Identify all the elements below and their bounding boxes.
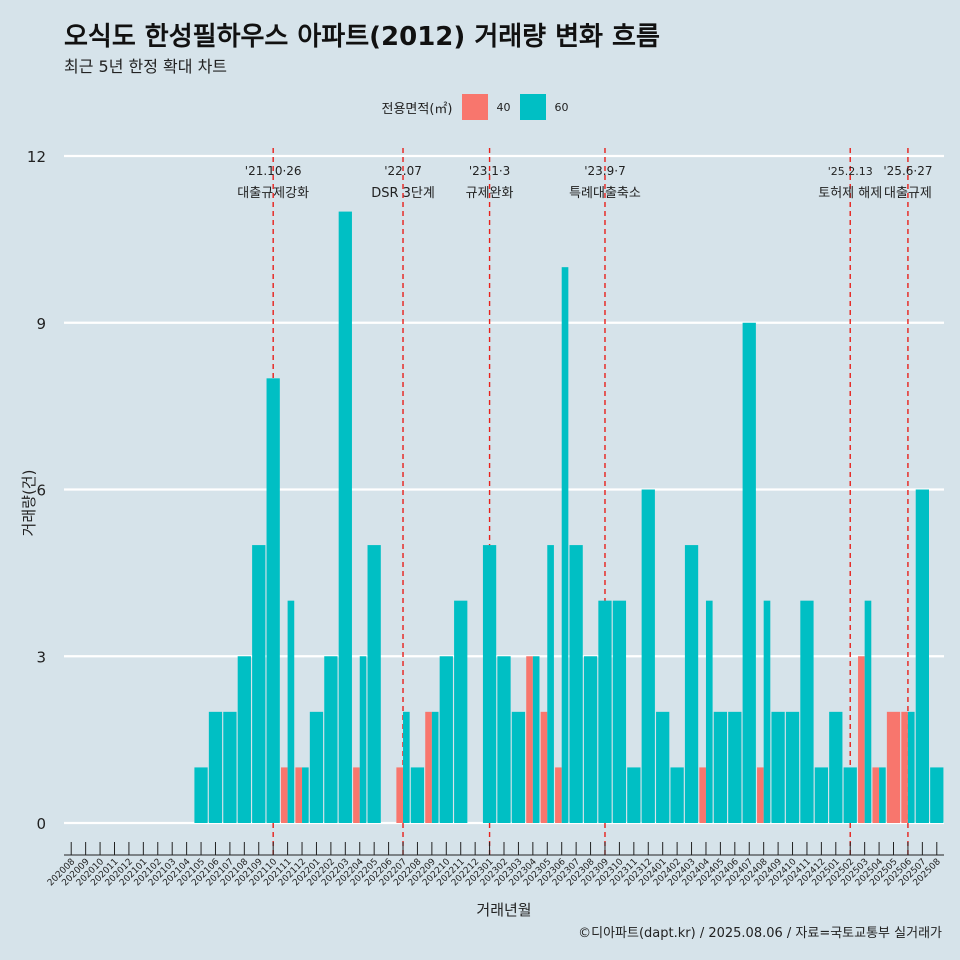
bar-40-202207 (396, 767, 404, 823)
event-label-2: 규제완화 (466, 186, 514, 201)
event-date-3: '23.9·7 (584, 164, 625, 178)
bar-60-202404 (705, 600, 713, 823)
bar-60-202508 (930, 767, 944, 823)
event-label-3: 특례대출축소 (569, 186, 641, 201)
bar-60-202312 (641, 489, 655, 823)
bar-60-202205 (367, 545, 381, 823)
bar-60-202504 (879, 767, 886, 823)
legend: 전용면적(㎡) 40 60 (0, 93, 960, 121)
bar-60-202305 (547, 545, 554, 823)
event-date-1: '22.07 (384, 164, 422, 178)
bar-60-202302 (497, 656, 511, 823)
bar-60-202201 (309, 711, 324, 823)
bar-60-202408 (763, 600, 771, 823)
bar-60-202405 (713, 711, 728, 823)
event-date-2: '23.1·3 (469, 164, 510, 178)
bar-60-202202 (324, 656, 338, 823)
bar-60-202209 (431, 711, 439, 823)
event-date-5: '25.6·27 (883, 164, 932, 178)
event-label-4: 토허제 해제 (818, 186, 882, 201)
bar-40-202209 (425, 711, 432, 823)
bar-60-202110 (266, 378, 280, 823)
y-tick-label-6: 6 (36, 482, 46, 500)
y-tick-label-0: 0 (36, 815, 46, 833)
bar-60-202105 (194, 767, 208, 823)
bar-60-202204 (359, 656, 367, 823)
bar-60-202310 (612, 600, 627, 823)
bar-60-202506 (907, 711, 915, 823)
event-label-0: 대출규제강화 (237, 186, 309, 201)
bar-60-202410 (785, 711, 800, 823)
bar-60-202107 (223, 711, 237, 823)
bar-60-202112 (302, 767, 309, 823)
bar-60-202108 (237, 656, 251, 823)
bar-60-202311 (627, 767, 641, 823)
bar-60-202403 (684, 545, 699, 823)
bar-40-202204 (353, 767, 360, 823)
event-date-4: '25.2.13 (828, 165, 873, 178)
bar-60-202406 (728, 711, 742, 823)
event-date-0: '21.10·26 (245, 164, 302, 178)
bar-60-202407 (742, 322, 756, 823)
bar-40-202404 (699, 767, 706, 823)
bar-40-202504 (872, 767, 880, 823)
bar-60-202412 (814, 767, 829, 823)
bar-40-202505 (886, 711, 901, 823)
bar-60-202401 (656, 711, 670, 823)
legend-item-40: 40 (462, 94, 510, 120)
bar-40-202305 (540, 711, 548, 823)
legend-label-60: 60 (554, 100, 569, 114)
bar-40-202111 (280, 767, 288, 823)
bar-60-202210 (439, 656, 453, 823)
legend-title: 전용면적(㎡) (381, 101, 453, 117)
bar-60-202308 (583, 656, 598, 823)
bar-60-202111 (287, 600, 295, 823)
bar-60-202507 (915, 489, 929, 823)
chart-title: 오식도 한성필하우스 아파트(2012) 거래량 변화 흐름 (64, 22, 660, 52)
bar-60-202303 (511, 711, 526, 823)
x-axis-label: 거래년월 (476, 901, 531, 919)
legend-swatch-40 (462, 94, 489, 120)
bar-60-202304 (532, 656, 540, 823)
event-label-5: 대출규제 (884, 186, 932, 201)
bar-60-202307 (569, 545, 583, 823)
legend-swatch-60 (520, 94, 547, 120)
bar-60-202501 (829, 711, 843, 823)
y-tick-label-3: 3 (36, 648, 46, 666)
bar-40-202304 (526, 656, 533, 823)
bar-60-202411 (800, 600, 814, 823)
legend-item-60: 60 (520, 94, 568, 120)
bar-60-202109 (252, 545, 266, 823)
bar-60-202502 (843, 767, 857, 823)
bar-60-202203 (338, 211, 352, 824)
y-tick-label-9: 9 (36, 315, 46, 333)
source-caption: ©디아파트(dapt.kr) / 2025.08.06 / 자료=국토교통부 실… (578, 926, 942, 941)
bar-60-202207 (403, 711, 410, 823)
y-axis-label: 거래량(건) (20, 470, 38, 537)
bar-60-202402 (670, 767, 684, 823)
bar-40-202306 (555, 767, 562, 823)
bars (194, 211, 944, 824)
bar-60-202106 (208, 711, 223, 823)
chart-subtitle: 최근 5년 한정 확대 차트 (64, 57, 228, 76)
bar-40-202112 (295, 767, 303, 823)
bar-40-202503 (858, 656, 865, 823)
bar-60-202309 (598, 600, 612, 823)
bar-60-202301 (482, 545, 497, 823)
y-tick-label-12: 12 (27, 148, 46, 166)
bar-60-202306 (561, 267, 569, 824)
bar-60-202211 (454, 600, 468, 823)
bar-40-202408 (757, 767, 764, 823)
bar-60-202409 (771, 711, 785, 823)
legend-label-40: 40 (496, 100, 511, 114)
bar-60-202503 (864, 600, 872, 823)
bar-40-202506 (901, 711, 908, 823)
bar-60-202208 (410, 767, 425, 823)
event-label-1: DSR 3단계 (371, 186, 435, 201)
